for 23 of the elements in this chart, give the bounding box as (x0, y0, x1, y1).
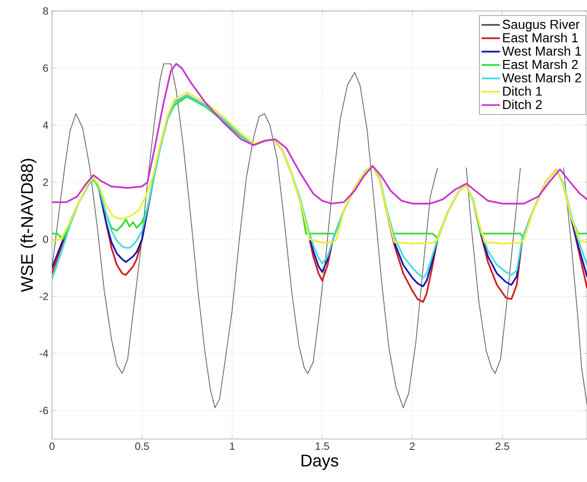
y-tick-label: 6 (43, 64, 48, 72)
legend-label: West Marsh 2 (502, 72, 582, 82)
legend-label: Saugus River (502, 19, 580, 32)
y-tick-label: 2 (43, 178, 48, 186)
legend-label: West Marsh 1 (502, 46, 582, 56)
y-tick-label: 4 (42, 122, 48, 129)
x-tick-label: 2 (410, 442, 415, 450)
legend-label: Ditch 1 (503, 86, 542, 96)
legend-label: East Marsh 2 (503, 60, 578, 70)
x-tick-label: 2.5 (496, 442, 510, 450)
legend-label: Ditch 2 (503, 100, 542, 110)
x-tick-label: 0.5 (135, 442, 149, 450)
y-tick-label: -2 (40, 292, 48, 300)
y-tick-label: 8 (43, 7, 48, 15)
y-axis-title: WSE (ft-NAVD88) (20, 158, 36, 292)
x-tick-label: 0 (50, 442, 54, 450)
x-tick-label: 1.5 (316, 442, 330, 450)
y-tick-label: 0 (43, 236, 48, 243)
y-tick-label: -6 (40, 406, 48, 414)
x-tick-label: 1 (230, 442, 235, 450)
y-tick-label: -4 (40, 350, 48, 357)
legend-label: East Marsh 1 (503, 32, 578, 42)
x-axis-title: Days (302, 454, 338, 470)
